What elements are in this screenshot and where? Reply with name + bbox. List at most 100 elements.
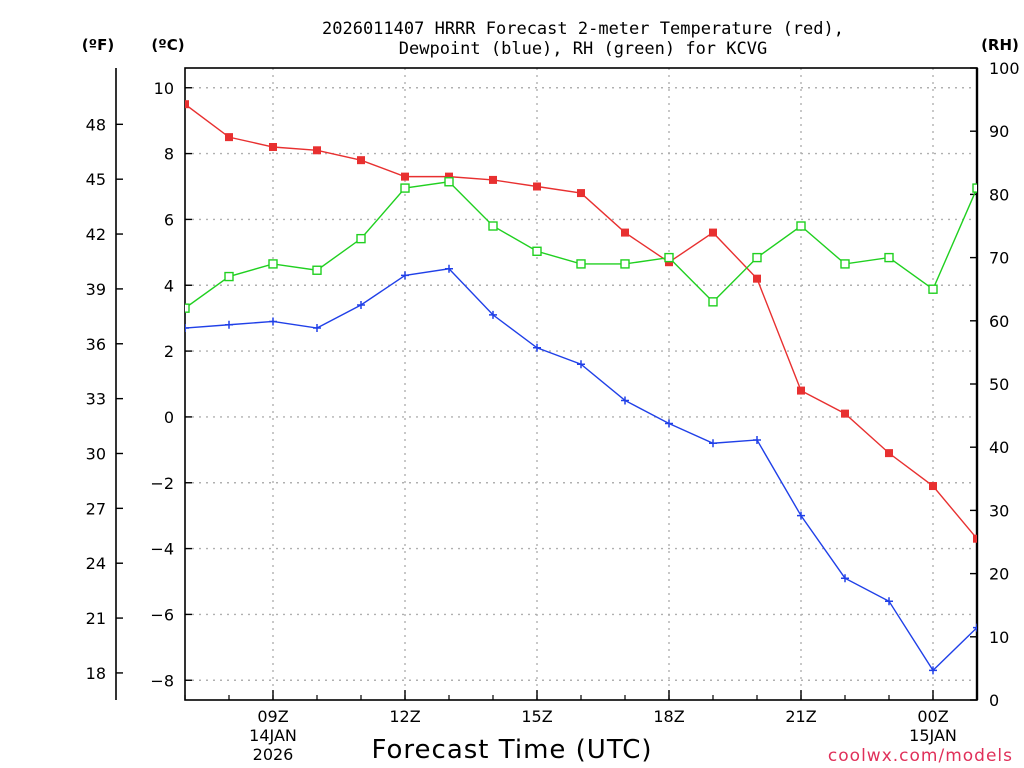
2-meter-temperature-point (269, 143, 277, 151)
tick-labels: 1086420−2−4−6−84845423936333027242118100… (86, 59, 1020, 764)
2-meter-temperature-point (841, 409, 849, 418)
dewpoint-point (445, 264, 453, 273)
rh-point (400, 183, 410, 193)
x-tick-date-label: 15JAN (909, 726, 957, 745)
2-meter-temperature-point (185, 100, 189, 109)
fahrenheit-tick-label: 21 (86, 609, 106, 628)
2-meter-temperature-point (225, 133, 233, 142)
chart-title-line1: 2026011407 HRRR Forecast 2-meter Tempera… (322, 19, 844, 39)
fahrenheit-axis-unit: (ºF) (82, 36, 114, 54)
rh-point (576, 259, 586, 269)
fahrenheit-tick-label: 45 (86, 170, 106, 189)
fahrenheit-tick-label: 30 (86, 444, 106, 463)
fahrenheit-tick-label: 36 (86, 335, 106, 354)
dewpoint-point (401, 271, 409, 280)
rh-tick-label: 100 (989, 59, 1020, 78)
rh-point (532, 246, 542, 256)
x-tick-date-label: 14JAN (249, 726, 297, 745)
fahrenheit-tick-label: 42 (86, 225, 106, 244)
celsius-tick-label: −4 (150, 540, 174, 559)
fahrenheit-tick-label: 48 (86, 115, 106, 134)
credit-text: coolwx.com/models (828, 746, 1013, 766)
dewpoint-line (185, 268, 977, 672)
fahrenheit-tick-label: 27 (86, 499, 106, 518)
x-tick-label: 18Z (653, 707, 684, 726)
dewpoint-point (225, 320, 233, 329)
2-meter-temperature-point (973, 534, 977, 543)
rh-tick-label: 70 (989, 249, 1009, 268)
2-meter-temperature-point (753, 274, 761, 283)
rh-point (444, 177, 454, 187)
rh-point (185, 303, 190, 313)
dewpoint-point (929, 666, 937, 675)
dewpoint-point (269, 317, 277, 326)
dewpoint-point (665, 419, 673, 428)
2-meter-temperature-point (709, 228, 717, 237)
fahrenheit-tick-label: 39 (86, 280, 106, 299)
x-tick-label: 12Z (389, 707, 420, 726)
x-tick-label: 21Z (785, 707, 816, 726)
x-tick-label: 00Z (917, 707, 948, 726)
celsius-tick-label: −8 (150, 671, 174, 690)
dewpoint-point (797, 511, 805, 520)
rh-line (185, 181, 977, 309)
celsius-tick-label: 2 (164, 342, 174, 361)
rh-point (268, 259, 278, 269)
rh-point (928, 284, 938, 294)
rh-tick-label: 50 (989, 375, 1009, 394)
dewpoint-point (185, 324, 189, 333)
fahrenheit-tick-label: 18 (86, 664, 106, 683)
series-clip-group (185, 100, 977, 675)
celsius-tick-label: −6 (150, 605, 174, 624)
2-meter-temperature-point (313, 146, 321, 155)
2-meter-temperature-point (533, 182, 541, 191)
rh-point (752, 252, 762, 263)
celsius-axis-unit: (ºC) (151, 36, 184, 54)
chart-title-line2: Dewpoint (blue), RH (green) for KCVG (399, 39, 767, 59)
2-meter-temperature-point (797, 386, 805, 395)
2-meter-temperature-point (577, 189, 585, 198)
dewpoint-point (621, 396, 629, 405)
gridlines (185, 68, 977, 700)
celsius-tick-label: 0 (164, 408, 174, 427)
2-meter-temperature-point (445, 172, 453, 181)
2-meter-temperature-point (489, 175, 497, 184)
dewpoint-point (885, 597, 893, 606)
rh-point (840, 259, 850, 269)
rh-point (312, 265, 322, 275)
rh-point (708, 297, 718, 307)
rh-tick-label: 60 (989, 312, 1009, 331)
2-meter-temperature-line (185, 103, 977, 540)
rh-tick-label: 30 (989, 501, 1009, 520)
rh-tick-label: 80 (989, 185, 1009, 204)
rh-tick-label: 20 (989, 565, 1009, 584)
rh-tick-label: 40 (989, 438, 1009, 457)
rh-point (796, 221, 806, 231)
x-tick-year-label: 2026 (253, 745, 294, 764)
rh-point (884, 252, 894, 263)
rh-tick-label: 90 (989, 122, 1009, 141)
x-tick-label: 09Z (257, 707, 288, 726)
dewpoint-point (489, 310, 497, 319)
dewpoint-point (973, 623, 977, 632)
rh-point (972, 183, 977, 193)
rh-axis-unit: (RH) (981, 36, 1019, 54)
dewpoint-point (709, 439, 717, 448)
2-meter-temperature-point (621, 228, 629, 237)
celsius-tick-label: −2 (150, 474, 174, 493)
2-meter-temperature-point (929, 482, 937, 491)
x-tick-label: 15Z (521, 707, 552, 726)
fahrenheit-tick-label: 24 (86, 554, 106, 573)
axes (115, 67, 979, 701)
fahrenheit-tick-label: 33 (86, 390, 106, 409)
rh-tick-label: 0 (989, 691, 999, 710)
plot-frame (184, 67, 978, 701)
series-group (185, 100, 977, 675)
celsius-tick-label: 10 (154, 79, 174, 98)
rh-point (488, 221, 498, 231)
rh-tick-label: 10 (989, 628, 1009, 647)
2-meter-temperature-point (357, 156, 365, 165)
rh-point (664, 252, 674, 263)
2-meter-temperature-point (885, 449, 893, 458)
